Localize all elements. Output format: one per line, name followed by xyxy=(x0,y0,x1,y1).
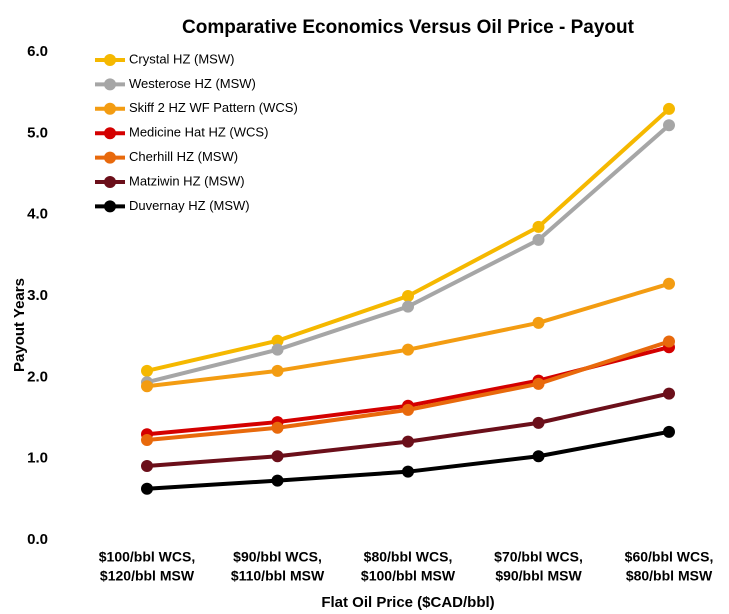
y-tick-label: 3.0 xyxy=(27,287,48,304)
x-tick-label: $60/bbl WCS, xyxy=(625,549,714,565)
y-tick-label: 2.0 xyxy=(27,368,48,385)
data-point xyxy=(532,316,545,329)
data-point xyxy=(663,335,675,348)
data-point xyxy=(141,433,153,446)
x-tick-label: $80/bbl MSW xyxy=(626,568,713,584)
x-tick-label: $110/bbl MSW xyxy=(231,568,325,584)
x-axis-label: Flat Oil Price ($CAD/bbl) xyxy=(321,594,494,611)
series-line xyxy=(146,345,670,437)
x-tick-label: $120/bbl MSW xyxy=(100,568,195,584)
legend-label: Medicine Hat HZ (WCS) xyxy=(129,125,268,140)
data-point xyxy=(532,233,545,246)
legend-marker xyxy=(104,102,116,115)
legend-marker xyxy=(104,176,116,188)
legend-marker xyxy=(104,127,116,140)
data-point xyxy=(402,290,414,302)
legend-label: Crystal HZ (MSW) xyxy=(129,51,234,66)
legend-marker xyxy=(104,78,116,91)
legend-label: Westerose HZ (MSW) xyxy=(129,76,256,91)
data-point xyxy=(663,277,675,290)
data-point xyxy=(402,300,414,313)
legend-label: Matziwin HZ (MSW) xyxy=(129,173,245,188)
legend-marker xyxy=(104,54,116,66)
data-point xyxy=(271,343,284,356)
data-point xyxy=(141,364,153,377)
data-point xyxy=(532,450,545,463)
x-tick-label: $100/bbl WCS, xyxy=(99,549,195,565)
data-point xyxy=(271,450,284,463)
x-tick-label: $90/bbl MSW xyxy=(495,568,582,584)
data-point xyxy=(663,425,675,438)
y-tick-label: 4.0 xyxy=(27,206,48,223)
legend-label: Skiff 2 HZ WF Pattern (WCS) xyxy=(129,100,298,115)
chart-title: Comparative Economics Versus Oil Price -… xyxy=(182,17,635,38)
legend-marker xyxy=(104,200,116,213)
data-point xyxy=(663,387,675,400)
data-point xyxy=(271,334,284,347)
data-point xyxy=(271,474,284,487)
y-tick-label: 5.0 xyxy=(27,124,48,141)
y-tick-label: 0.0 xyxy=(27,531,48,548)
x-tick-label: $90/bbl WCS, xyxy=(233,549,322,565)
legend-label: Cherhill HZ (MSW) xyxy=(129,149,238,164)
data-point xyxy=(141,482,153,495)
data-point xyxy=(271,421,284,434)
data-point xyxy=(271,364,284,377)
data-point xyxy=(402,343,414,356)
data-point xyxy=(141,380,153,393)
y-axis-label: Payout Years xyxy=(11,278,28,372)
data-point xyxy=(532,377,545,390)
legend-marker xyxy=(104,151,116,164)
data-point xyxy=(141,459,153,472)
data-point xyxy=(402,435,414,448)
data-point xyxy=(402,403,414,416)
y-tick-label: 6.0 xyxy=(27,43,48,60)
x-tick-label: $80/bbl WCS, xyxy=(364,549,453,565)
x-tick-label: $70/bbl WCS, xyxy=(494,549,583,565)
legend-label: Duvernay HZ (MSW) xyxy=(129,198,250,213)
data-point xyxy=(532,416,545,429)
data-point xyxy=(663,119,675,132)
data-point xyxy=(663,102,675,115)
data-point xyxy=(532,220,545,233)
x-tick-label: $100/bbl MSW xyxy=(361,568,456,584)
data-point xyxy=(402,465,414,478)
y-tick-label: 1.0 xyxy=(27,450,48,467)
